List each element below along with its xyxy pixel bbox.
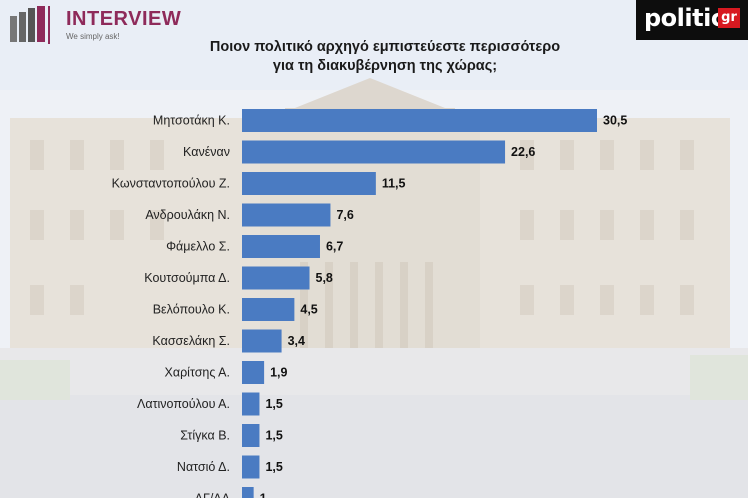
bar [242,392,260,416]
bar [242,266,310,290]
value-label: 22,6 [511,145,535,159]
value-label: 11,5 [382,177,406,191]
value-label: 3,4 [288,334,305,348]
category-label: Νατσιό Δ. [177,460,230,474]
value-label: 1 [260,492,267,498]
category-label: Λατινοπούλου Α. [137,397,230,411]
value-label: 5,8 [316,271,333,285]
bar [242,298,295,321]
value-label: 4,5 [300,303,317,317]
bar [242,109,597,132]
value-label: 1,5 [265,397,282,411]
value-label: 6,7 [326,240,343,254]
value-label: 1,5 [265,429,282,443]
category-label: Μητσοτάκη Κ. [153,114,230,128]
bar [242,329,282,353]
value-label: 1,5 [265,460,282,474]
politic-brand: politic [644,4,725,32]
interview-bars-icon [10,6,50,44]
bar [242,203,331,227]
bar [242,172,376,195]
value-label: 1,9 [270,366,287,380]
category-label: ΔΓ/ΔΑ [195,492,231,498]
category-label: Βελόπουλο Κ. [153,303,230,317]
chart-title: Ποιον πολιτικό αρχηγό εμπιστεύεστε περισ… [209,39,561,74]
category-label: Φάμελλο Σ. [166,240,230,254]
value-label: 7,6 [336,208,353,222]
politic-gr-badge: gr [718,8,740,28]
category-label: Ανδρουλάκη Ν. [145,208,230,222]
value-label: 30,5 [603,114,627,128]
bar [242,235,320,258]
bar [242,424,260,447]
interview-brand: INTERVIEW [66,8,182,30]
interview-tagline: We simply ask! [66,32,120,41]
bar [242,140,506,164]
category-label: Κουτσούμπα Δ. [144,271,230,285]
category-label: Στίγκα Β. [180,429,230,443]
politic-logo: politic gr [636,0,748,40]
bar [242,487,254,498]
category-label: Χαρίτσης Α. [165,366,231,380]
category-label: Κωνσταντοπούλου Ζ. [112,177,230,191]
category-label: Κανέναν [183,145,230,159]
category-label: Κασσελάκη Σ. [152,334,230,348]
bar [242,361,265,384]
bar [242,455,260,479]
interview-logo: INTERVIEW We simply ask! [8,4,182,44]
